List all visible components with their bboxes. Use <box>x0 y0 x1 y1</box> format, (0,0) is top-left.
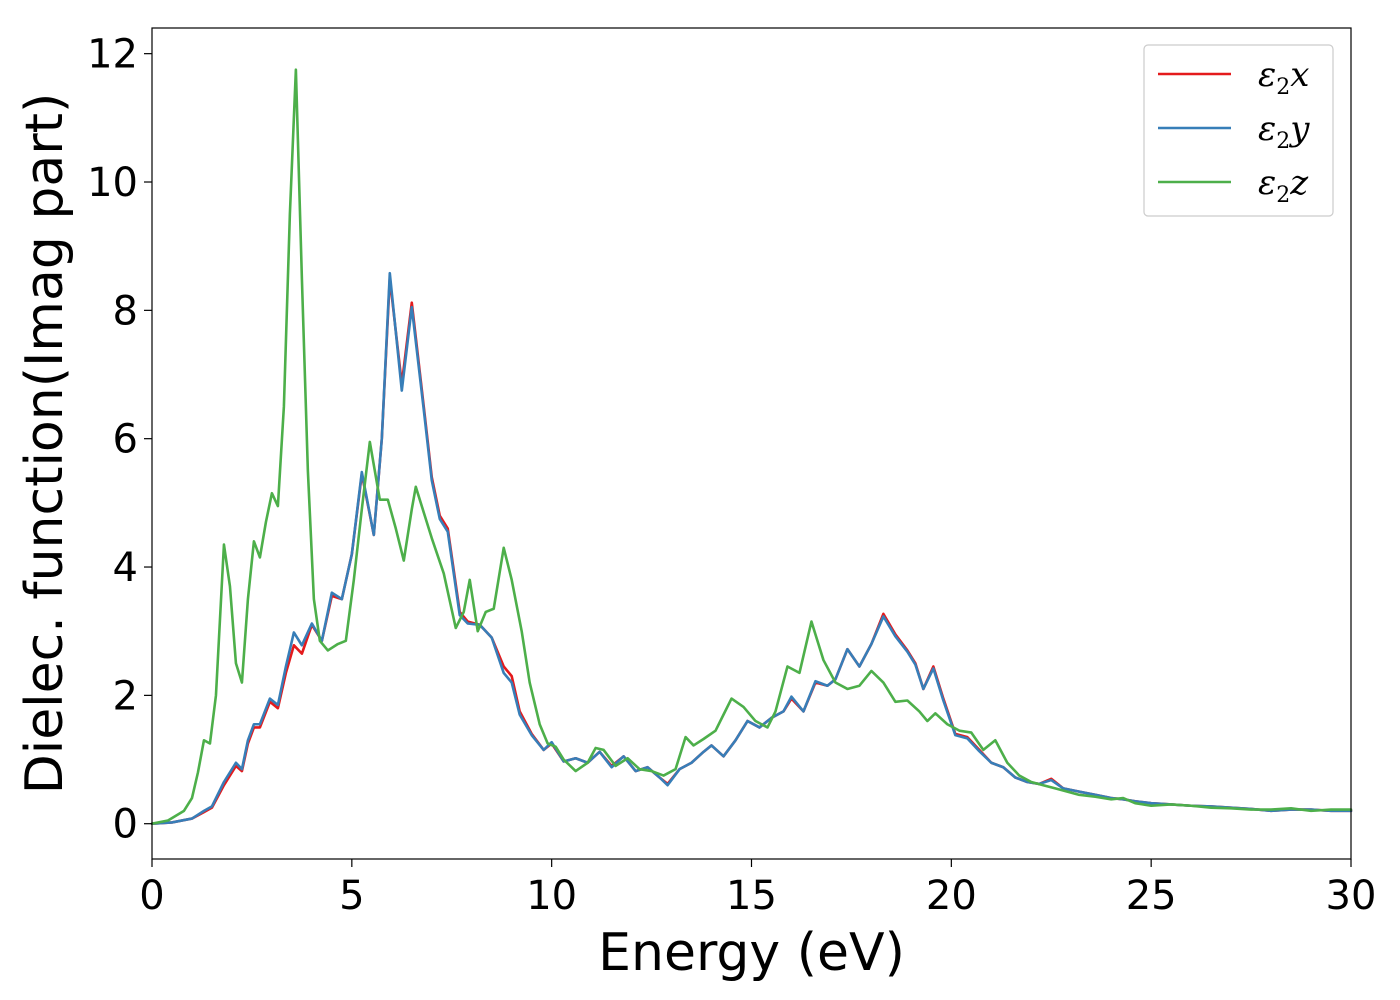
y-tick-label: 12 <box>87 32 138 78</box>
legend-label-suffix: x <box>1290 55 1309 95</box>
legend-label-subscript: 2 <box>1276 129 1290 154</box>
y-tick-label: 4 <box>113 545 138 591</box>
series-line-3 <box>150 68 1353 826</box>
legend-label: ε2y <box>1258 109 1310 154</box>
x-tick-label: 25 <box>1126 873 1177 919</box>
legend-label: ε2x <box>1258 55 1309 100</box>
y-tick-label: 0 <box>113 802 138 848</box>
x-tick-label: 15 <box>726 873 777 919</box>
y-axis: 0 2 4 6 8 10 12 <box>87 32 152 848</box>
y-tick-label: 6 <box>113 417 138 463</box>
legend-label: ε2z <box>1258 163 1309 208</box>
legend-label-subscript: 2 <box>1276 75 1290 100</box>
series-line-1 <box>150 276 1353 826</box>
x-axis-title: Energy (eV) <box>598 923 905 983</box>
legend-label-subscript: 2 <box>1276 183 1290 208</box>
x-tick-label: 20 <box>926 873 977 919</box>
series-layer <box>150 68 1353 826</box>
x-tick-label: 10 <box>526 873 577 919</box>
x-axis: 0 5 10 15 20 25 30 <box>139 859 1376 919</box>
y-tick-label: 2 <box>113 673 138 719</box>
series-line-2 <box>150 271 1353 826</box>
y-axis-title: Dielec. function(Imag part) <box>15 93 75 795</box>
legend-label-suffix: y <box>1288 109 1310 149</box>
x-tick-label: 30 <box>1326 873 1377 919</box>
legend-box <box>1143 44 1334 217</box>
legend-label-base: ε <box>1258 163 1276 203</box>
legend-label-base: ε <box>1258 55 1276 95</box>
y-tick-label: 8 <box>113 288 138 334</box>
legend-label-suffix: z <box>1289 163 1309 203</box>
x-tick-label: 0 <box>139 873 164 919</box>
y-tick-label: 10 <box>87 160 138 206</box>
legend-label-base: ε <box>1258 109 1276 149</box>
x-tick-label: 5 <box>339 873 364 919</box>
